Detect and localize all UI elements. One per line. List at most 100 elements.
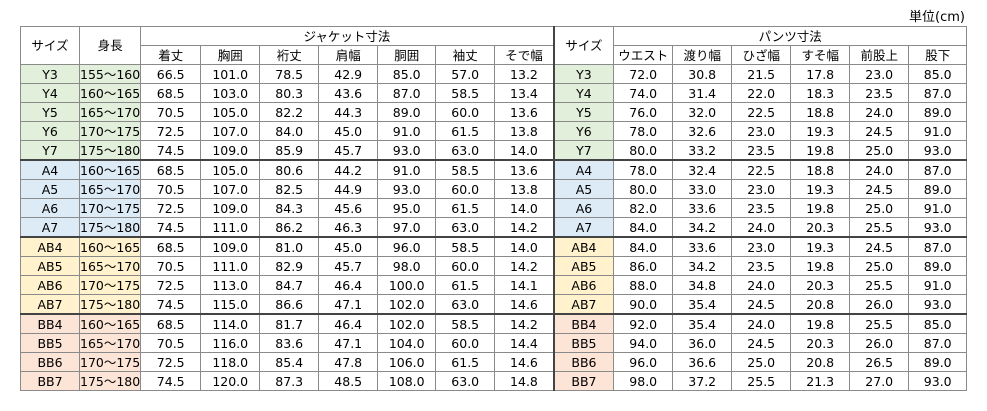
header-jacket-col: 裄丈 — [259, 45, 320, 65]
jacket-value-cell: 14.4 — [494, 333, 555, 353]
jacket-value-cell: 68.5 — [140, 159, 202, 180]
pants-value-cell: 33.6 — [672, 236, 733, 257]
pants-size-cell: BB4 — [553, 313, 615, 334]
pants-value-cell: 27.0 — [849, 371, 910, 391]
jacket-value-cell: 82.2 — [259, 102, 320, 122]
pants-value-cell: 94.0 — [613, 333, 674, 353]
jacket-value-cell: 91.0 — [377, 121, 437, 141]
size-cell: BB4 — [20, 313, 80, 334]
pants-value-cell: 19.8 — [790, 140, 851, 161]
height-cell: 170～175 — [78, 121, 142, 141]
jacket-value-cell: 108.0 — [377, 371, 437, 391]
jacket-value-cell: 105.0 — [200, 102, 261, 122]
pants-value-cell: 25.5 — [731, 371, 792, 391]
jacket-value-cell: 48.5 — [318, 371, 379, 391]
pants-value-cell: 87.0 — [908, 236, 968, 257]
pants-value-cell: 91.0 — [908, 275, 968, 295]
pants-value-cell: 86.0 — [613, 256, 674, 276]
jacket-value-cell: 102.0 — [377, 313, 437, 334]
pants-value-cell: 23.0 — [731, 236, 792, 257]
jacket-value-cell: 93.0 — [377, 140, 437, 161]
pants-value-cell: 24.5 — [731, 333, 792, 353]
jacket-value-cell: 85.9 — [259, 140, 320, 161]
jacket-value-cell: 14.1 — [494, 275, 555, 295]
jacket-value-cell: 87.0 — [377, 83, 437, 103]
pants-value-cell: 20.3 — [790, 217, 851, 238]
pants-value-cell: 36.6 — [672, 352, 733, 372]
pants-value-cell: 93.0 — [908, 140, 968, 161]
jacket-value-cell: 42.9 — [318, 64, 379, 84]
jacket-value-cell: 109.0 — [200, 198, 261, 218]
pants-value-cell: 21.5 — [731, 64, 792, 84]
jacket-value-cell: 14.2 — [494, 217, 555, 238]
height-cell: 165～170 — [78, 256, 142, 276]
height-cell: 170～175 — [78, 352, 142, 372]
jacket-value-cell: 72.5 — [140, 198, 202, 218]
jacket-value-cell: 85.0 — [377, 64, 437, 84]
jacket-value-cell: 70.5 — [140, 102, 202, 122]
jacket-value-cell: 61.5 — [435, 121, 496, 141]
table-header: サイズ 身長 ジャケット寸法 サイズ パンツ寸法 着丈 胸囲 裄丈 肩幅 胴囲 … — [20, 26, 968, 65]
pants-value-cell: 20.3 — [790, 275, 851, 295]
pants-value-cell: 19.8 — [790, 198, 851, 218]
size-cell: Y4 — [20, 83, 80, 103]
pants-value-cell: 30.8 — [672, 64, 733, 84]
jacket-value-cell: 115.0 — [200, 294, 261, 315]
jacket-value-cell: 84.0 — [259, 121, 320, 141]
size-cell: BB7 — [20, 371, 80, 391]
height-cell: 175～180 — [78, 217, 142, 238]
pants-value-cell: 23.0 — [849, 64, 910, 84]
pants-value-cell: 24.5 — [849, 236, 910, 257]
jacket-value-cell: 45.6 — [318, 198, 379, 218]
size-cell: A6 — [20, 198, 80, 218]
header-pants-col: ウエスト — [613, 45, 674, 65]
header-pants-group: パンツ寸法 — [613, 26, 968, 46]
table-row: A6 170～175 72.5 109.0 84.3 45.6 95.0 61.5 14.0 A6… — [20, 198, 968, 218]
jacket-value-cell: 70.5 — [140, 333, 202, 353]
jacket-value-cell: 72.5 — [140, 121, 202, 141]
jacket-value-cell: 74.5 — [140, 294, 202, 315]
pants-value-cell: 91.0 — [908, 198, 968, 218]
jacket-value-cell: 47.1 — [318, 333, 379, 353]
pants-value-cell: 18.3 — [790, 83, 851, 103]
pants-value-cell: 23.0 — [731, 179, 792, 199]
size-chart-table: サイズ 身長 ジャケット寸法 サイズ パンツ寸法 着丈 胸囲 裄丈 肩幅 胴囲 … — [20, 26, 968, 391]
table-row: A7 175～180 74.5 111.0 86.2 46.3 97.0 63.0 14.2 A7… — [20, 217, 968, 238]
jacket-value-cell: 13.4 — [494, 83, 555, 103]
size-cell: Y7 — [20, 140, 80, 161]
jacket-value-cell: 68.5 — [140, 83, 202, 103]
table-row: BB4 160～165 68.5 114.0 81.7 46.4 102.0 58.5 14.2… — [20, 313, 968, 334]
pants-value-cell: 33.0 — [672, 179, 733, 199]
size-cell: AB6 — [20, 275, 80, 295]
pants-value-cell: 98.0 — [613, 371, 674, 391]
header-jacket-col: 胴囲 — [377, 45, 437, 65]
jacket-value-cell: 72.5 — [140, 352, 202, 372]
pants-value-cell: 24.0 — [731, 275, 792, 295]
jacket-value-cell: 13.6 — [494, 159, 555, 180]
jacket-value-cell: 86.6 — [259, 294, 320, 315]
pants-value-cell: 93.0 — [908, 217, 968, 238]
size-cell: Y5 — [20, 102, 80, 122]
pants-value-cell: 25.0 — [849, 256, 910, 276]
height-cell: 160～165 — [78, 236, 142, 257]
pants-value-cell: 24.0 — [731, 313, 792, 334]
size-cell: AB5 — [20, 256, 80, 276]
pants-value-cell: 72.0 — [613, 64, 674, 84]
pants-size-cell: Y5 — [553, 102, 615, 122]
jacket-value-cell: 61.5 — [435, 275, 496, 295]
pants-value-cell: 22.0 — [731, 83, 792, 103]
jacket-value-cell: 45.0 — [318, 236, 379, 257]
pants-value-cell: 90.0 — [613, 294, 674, 315]
jacket-value-cell: 82.5 — [259, 179, 320, 199]
size-cell: BB5 — [20, 333, 80, 353]
pants-value-cell: 25.0 — [849, 198, 910, 218]
height-cell: 165～170 — [78, 179, 142, 199]
jacket-value-cell: 14.0 — [494, 236, 555, 257]
pants-value-cell: 89.0 — [908, 102, 968, 122]
jacket-value-cell: 63.0 — [435, 371, 496, 391]
jacket-value-cell: 58.5 — [435, 159, 496, 180]
jacket-value-cell: 107.0 — [200, 179, 261, 199]
jacket-value-cell: 74.5 — [140, 217, 202, 238]
jacket-value-cell: 14.8 — [494, 371, 555, 391]
